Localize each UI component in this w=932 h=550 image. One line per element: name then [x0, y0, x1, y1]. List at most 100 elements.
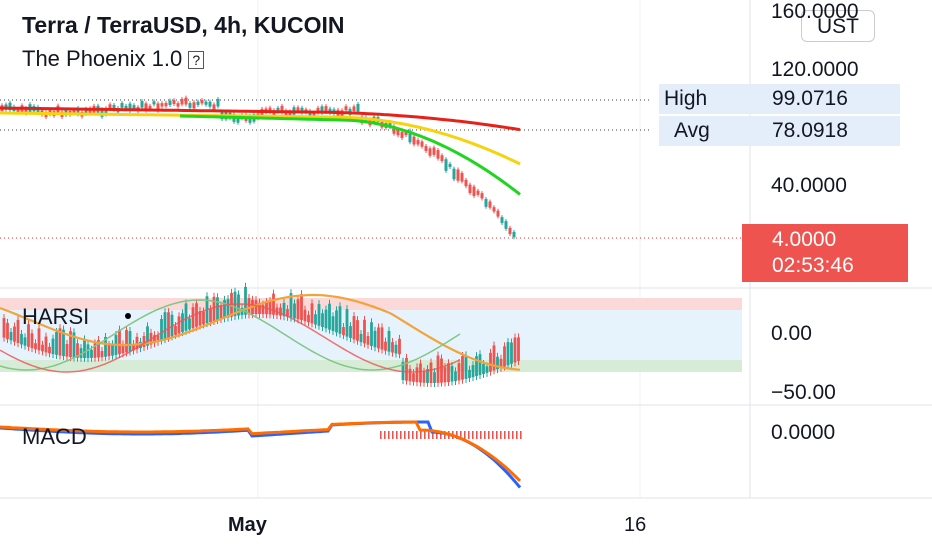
harsi-candle — [223, 299, 226, 319]
harsi-candle — [398, 338, 401, 355]
harsi-candle — [261, 304, 265, 315]
candle — [148, 105, 152, 110]
harsi-candle — [37, 328, 41, 351]
candle — [444, 159, 448, 171]
harsi-candle — [293, 303, 296, 319]
indicator-title[interactable]: The Phoenix 1.0? — [22, 46, 205, 72]
harsi-candle — [468, 369, 471, 379]
candle — [140, 101, 144, 108]
harsi-candle — [391, 342, 394, 353]
harsi-candle — [282, 302, 286, 317]
candle — [320, 106, 324, 114]
harsi-candle — [58, 328, 62, 356]
macd-histogram-bar — [420, 431, 422, 439]
macd-histogram-bar — [472, 431, 474, 439]
macd-histogram-bar — [436, 431, 438, 439]
high-label: High — [664, 87, 708, 110]
help-icon[interactable]: ? — [188, 51, 205, 70]
harsi-candle — [100, 351, 104, 358]
harsi-candle — [419, 363, 422, 383]
macd-pane — [0, 420, 522, 489]
harsi-candle — [328, 303, 331, 330]
harsi-candle — [27, 324, 30, 347]
macd-histogram-bar — [456, 431, 458, 439]
harsi-candle — [48, 346, 51, 354]
harsi-candle — [268, 300, 272, 315]
candle — [504, 221, 508, 229]
last-price: 4.0000 — [772, 228, 837, 251]
candle — [248, 115, 252, 123]
harsi-candle — [198, 311, 202, 326]
harsi-candle — [20, 333, 23, 345]
harsi-candle — [272, 293, 275, 315]
harsi-candle — [426, 369, 429, 383]
candle — [396, 130, 400, 136]
candle — [356, 103, 360, 112]
candle — [280, 105, 284, 113]
harsi-candle — [324, 309, 328, 329]
harsi-candle — [160, 318, 163, 341]
harsi-candle — [485, 366, 489, 373]
harsi-candle — [125, 329, 128, 353]
harsi-candle — [338, 306, 342, 334]
candle — [352, 106, 356, 112]
price-label-160: 160.0000 — [771, 0, 859, 23]
harsi-candle — [349, 326, 352, 338]
harsi-candle — [237, 294, 240, 316]
candle — [276, 107, 280, 112]
harsi-candle — [443, 367, 447, 383]
candle — [432, 147, 436, 155]
bar-countdown: 02:53:46 — [772, 254, 854, 277]
harsi-candle — [314, 314, 317, 325]
candle — [72, 109, 76, 114]
harsi-candle — [489, 352, 492, 372]
macd-histogram-bar — [416, 431, 418, 439]
candle — [180, 99, 184, 105]
harsi-candle — [405, 357, 408, 381]
symbol-title: Terra / TerraUSD, 4h, KUCOIN — [22, 12, 345, 38]
harsi-rsi-line — [0, 293, 521, 371]
harsi-candle — [352, 316, 356, 340]
harsi-candle — [226, 299, 230, 318]
harsi-candle — [6, 322, 9, 339]
candle — [408, 130, 412, 143]
harsi-candle — [464, 355, 468, 379]
harsi-candle — [191, 307, 195, 329]
macd-histogram-bar — [480, 431, 482, 439]
avg-tag: Avg 78.0918 — [659, 116, 900, 146]
harsi-candle — [156, 335, 160, 342]
harsi-candle — [380, 327, 384, 350]
candle — [428, 148, 432, 156]
candle — [400, 131, 404, 138]
harsi-candle — [503, 346, 506, 367]
harsi-candle — [121, 344, 125, 354]
harsi-candle — [118, 329, 121, 355]
harsi-candle — [317, 304, 321, 326]
macd-histogram-bar — [464, 431, 466, 439]
candle — [48, 109, 52, 115]
candle — [316, 107, 320, 113]
macd-histogram-bar — [404, 431, 406, 439]
harsi-candle — [41, 344, 44, 352]
harsi-candle — [457, 363, 461, 381]
macd-histogram-bar — [400, 431, 402, 439]
candle — [120, 103, 124, 108]
candle — [440, 155, 444, 162]
harsi-candle — [23, 337, 27, 346]
macd-histogram-bar — [408, 431, 410, 439]
harsi-candle — [447, 363, 450, 383]
candle — [460, 172, 464, 182]
harsi-candle — [247, 298, 251, 315]
macd-histogram-bar — [460, 431, 462, 439]
macd-histogram-bar — [520, 431, 522, 439]
macd-histogram-bar — [476, 431, 478, 439]
unit-button[interactable]: UST — [801, 10, 875, 42]
harsi-candle — [412, 373, 415, 382]
harsi-candle — [69, 331, 72, 358]
candle — [268, 107, 272, 113]
candle — [312, 112, 316, 117]
harsi-candle — [363, 319, 366, 344]
candle — [412, 136, 416, 145]
candle — [24, 108, 28, 114]
